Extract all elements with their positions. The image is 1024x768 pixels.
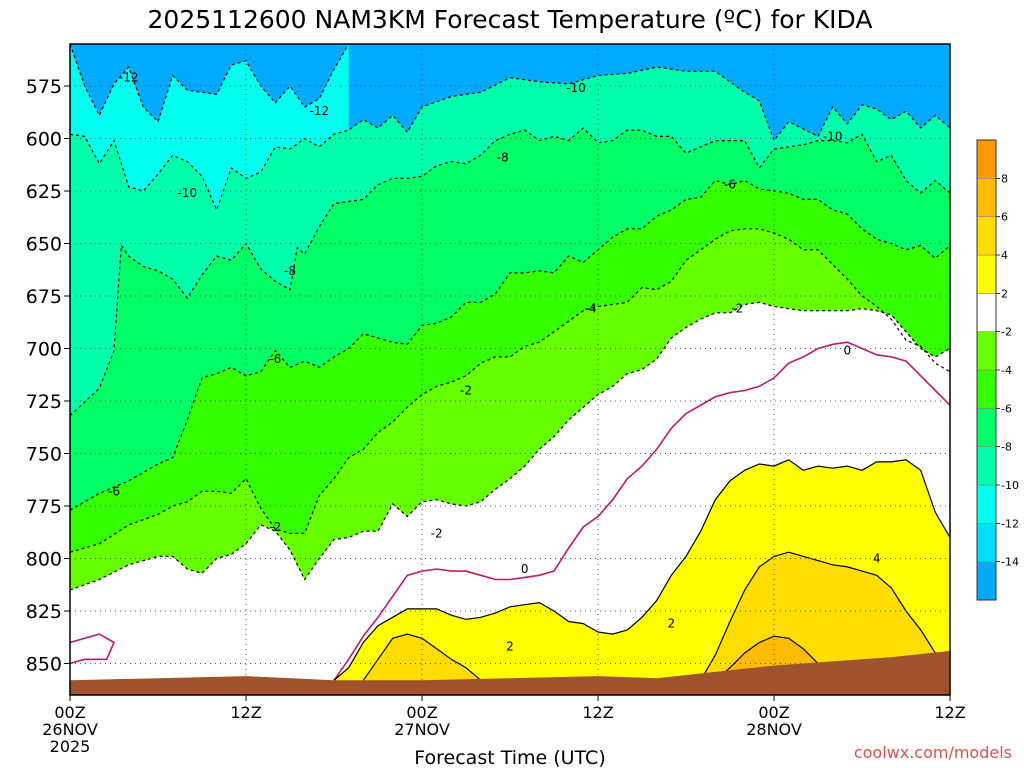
colorbar-swatch — [976, 293, 997, 332]
colorbar-label: -2 — [1001, 326, 1012, 339]
y-tick-label: 750 — [26, 444, 62, 466]
colorbar-swatch — [976, 408, 997, 447]
x-axis-label: Forecast Time (UTC) — [414, 747, 605, 768]
y-tick-label: 800 — [26, 549, 62, 571]
colorbar-swatch — [976, 254, 997, 294]
contour-line-0 — [70, 633, 116, 665]
colorbar-swatch — [976, 484, 997, 524]
colorbar-swatch — [976, 178, 997, 217]
contour-line--2 — [70, 301, 950, 591]
y-tick-label: 850 — [26, 654, 62, 676]
colorbar-label: -12 — [1001, 517, 1019, 530]
chart-title: 2025112600 NAM3KM Forecast Temperature (… — [148, 5, 873, 34]
contour-label: -2 — [431, 526, 443, 540]
colorbar-swatch — [976, 523, 997, 562]
terrain-ground — [70, 650, 950, 695]
contour-label: 2 — [668, 617, 676, 631]
contour-label: -10 — [823, 129, 843, 143]
contour-labels: -12 -12 -10 -10 -10 -8 -8 -6 -6 -6 -4 -2 -2 -2 -2 0 0 2 2 4 — [108, 71, 880, 654]
colorbar-label: 8 — [1001, 172, 1008, 185]
contour-line-4 — [700, 551, 950, 681]
contour-label: 0 — [521, 562, 529, 576]
colorbar-label: 2 — [1001, 287, 1008, 300]
x-tick-label: 12Z — [582, 703, 613, 722]
contour-label: -6 — [269, 352, 281, 366]
y-tick-label: 575 — [26, 76, 62, 98]
contour-label: -12 — [310, 104, 330, 118]
colorbar-label: -14 — [1001, 556, 1019, 569]
colorbar: -14 -12 -10 -8 -6 -4 -2 2 4 6 8 — [976, 139, 1019, 601]
contour-label: -10 — [566, 81, 586, 95]
grid-lines — [70, 44, 950, 695]
colorbar-swatch — [976, 369, 997, 409]
y-axis: 575 600 625 650 675 700 725 750 775 800 825 850 — [26, 76, 70, 676]
y-tick-label: 775 — [26, 496, 62, 518]
colorbar-label: 4 — [1001, 249, 1008, 262]
band-above-0 — [70, 634, 114, 695]
contour-line--4 — [70, 228, 950, 553]
contour-label: -12 — [119, 71, 139, 85]
y-tick-label: 725 — [26, 391, 62, 413]
plot-area: -12 -12 -10 -10 -10 -8 -8 -6 -6 -6 -4 -2 -2 -2 -2 0 0 2 2 4 — [70, 44, 950, 695]
x-tick-label: 00Z — [54, 703, 85, 722]
colorbar-swatch — [976, 139, 997, 179]
y-tick-label: 825 — [26, 601, 62, 623]
colorbar-frame — [976, 139, 997, 601]
x-tick-label: 27NOV — [394, 720, 450, 739]
credit-text: coolwx.com/models — [854, 743, 1012, 762]
colorbar-label: -4 — [1001, 364, 1012, 377]
colorbar-label: 6 — [1001, 211, 1008, 224]
contour-line--10 — [70, 66, 950, 212]
contour-line-0 — [333, 341, 950, 681]
contour-line-4 — [362, 633, 482, 681]
x-tick-label: 00Z — [406, 703, 437, 722]
x-tick-label: 00Z — [758, 703, 789, 722]
contour-label: -8 — [497, 150, 509, 164]
colorbar-swatch — [976, 446, 997, 486]
y-tick-label: 700 — [26, 339, 62, 361]
colorbar-swatch — [976, 331, 997, 371]
x-tick-label: 12Z — [934, 703, 965, 722]
plot-frame — [69, 43, 951, 696]
contour-label: -8 — [284, 264, 296, 278]
y-tick-label: 675 — [26, 286, 62, 308]
contour-label: -4 — [585, 302, 597, 316]
colorbar-label: -10 — [1001, 479, 1019, 492]
contour-label: -2 — [460, 384, 472, 398]
y-tick-label: 650 — [26, 234, 62, 256]
contour-label: -6 — [724, 178, 736, 192]
contour-label: 2 — [506, 640, 514, 654]
contour-line--12 — [70, 44, 350, 123]
contour-line-2 — [333, 459, 950, 681]
colorbar-swatch — [976, 216, 997, 256]
contour-label: 0 — [844, 344, 852, 358]
contour-label: -6 — [108, 484, 120, 498]
y-tick-label: 625 — [26, 181, 62, 203]
x-tick-label: 2025 — [50, 737, 91, 756]
x-tick-label: 26NOV — [42, 720, 98, 739]
x-tick-label: 28NOV — [746, 720, 802, 739]
contour-label: -2 — [731, 302, 743, 316]
contour-label: -10 — [178, 186, 198, 200]
temperature-bands — [70, 44, 950, 695]
colorbar-label: -8 — [1001, 441, 1012, 454]
ground-polygon — [70, 650, 950, 695]
contour-label: -2 — [269, 520, 281, 534]
y-tick-label: 600 — [26, 129, 62, 151]
contour-label: 4 — [873, 552, 881, 566]
contour-line--8 — [70, 127, 950, 417]
colorbar-swatch — [976, 561, 997, 601]
x-tick-label: 12Z — [230, 703, 261, 722]
colorbar-label: -6 — [1001, 402, 1012, 415]
